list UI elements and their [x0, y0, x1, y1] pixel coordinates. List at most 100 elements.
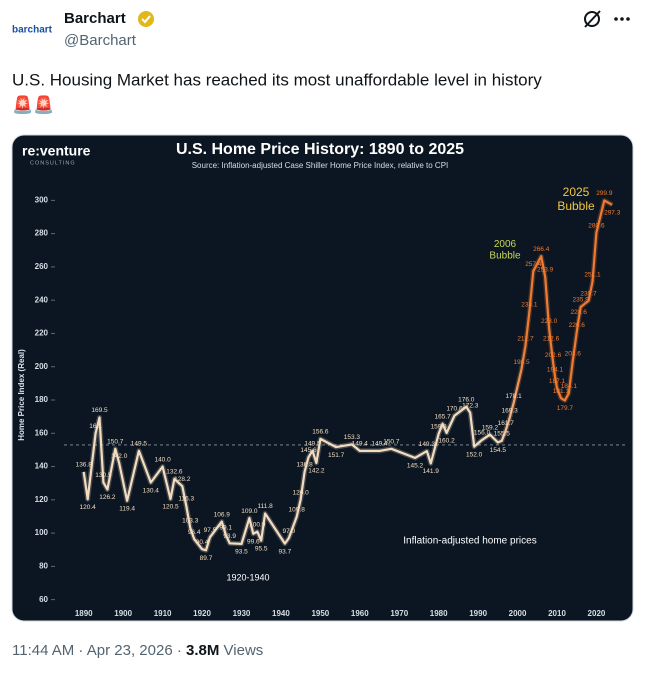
timestamp: 11:44 AM · Apr 23, 2026 · [12, 642, 182, 659]
value-label: 161.7 [498, 420, 515, 427]
value-label: 106.9 [214, 511, 231, 518]
value-label: 156.6 [312, 429, 329, 436]
value-label: 97.5 [204, 527, 217, 534]
value-label: 109.8 [289, 507, 306, 514]
x-tick-label: 1900 [114, 609, 132, 618]
value-label: 149.5 [131, 440, 148, 447]
value-label: 100.9 [249, 521, 266, 528]
value-label: 149.4 [352, 441, 369, 448]
value-label: 126.2 [99, 494, 116, 501]
value-label: 140.0 [154, 456, 171, 463]
value-label: 203.6 [565, 350, 582, 357]
value-label: 95.5 [255, 545, 268, 552]
value-label: 170.6 [446, 405, 463, 412]
value-label: 169.5 [91, 407, 108, 414]
value-label: 153.3 [344, 434, 361, 441]
x-tick-label: 1990 [469, 609, 487, 618]
y-tick-label: 100 [35, 528, 49, 537]
more-icon[interactable] [614, 17, 630, 21]
value-label: 145.6 [300, 447, 317, 454]
value-label: 266.4 [533, 246, 550, 253]
y-tick-label: 260 [35, 262, 49, 271]
value-label: 160. [89, 423, 102, 430]
annotation: 2006 Bubble [489, 239, 521, 262]
value-label: 111.8 [257, 503, 273, 510]
image-border [11, 134, 634, 622]
value-label: 120.4 [80, 504, 97, 511]
value-label: 99.1 [219, 524, 232, 531]
post-emoji: 🚨🚨 [12, 94, 54, 114]
y-tick-label: 240 [35, 295, 49, 304]
value-label: 89.7 [200, 555, 213, 562]
value-label: 93.5 [235, 549, 248, 556]
annotation: 1920-1940 [226, 572, 269, 582]
value-label: 109.0 [241, 508, 258, 515]
value-label: 142.2 [308, 468, 325, 475]
chart-background [12, 135, 633, 621]
value-label: 156.0 [474, 430, 491, 437]
value-label: 187.1 [549, 378, 566, 385]
avatar[interactable] [10, 8, 54, 52]
y-tick-label: 180 [35, 395, 49, 404]
value-label: 280.6 [588, 222, 605, 229]
value-label: 257.4 [525, 261, 542, 268]
y-tick-label: 120 [35, 495, 49, 504]
verified-badge [138, 11, 154, 27]
post-text: U.S. Housing Market has reached its most… [12, 70, 542, 89]
author-handle[interactable]: @Barchart [64, 32, 137, 49]
value-label: 119.4 [119, 506, 135, 513]
value-label: 159.8 [431, 423, 448, 430]
x-tick-label: 2020 [588, 609, 606, 618]
views-label: Views [224, 642, 264, 659]
y-tick-label: 140 [35, 462, 49, 471]
value-label: 223.0 [541, 318, 558, 325]
value-label: 220.6 [569, 322, 586, 329]
grok-icon[interactable] [584, 10, 601, 28]
value-label: 151.7 [328, 452, 345, 459]
value-label: 130.4 [143, 487, 160, 494]
value-label: 172.3 [462, 403, 479, 410]
views-count: 3.8M [186, 642, 219, 659]
value-label: 116.3 [178, 496, 194, 503]
value-label: 235.9 [573, 297, 590, 304]
value-label: 198.5 [513, 359, 530, 366]
annotation: 2025 Bubble [557, 185, 595, 213]
value-label: 194.1 [547, 366, 564, 373]
value-label: 132.6 [166, 469, 183, 476]
x-tick-label: 1930 [233, 609, 251, 618]
y-tick-label: 280 [35, 229, 49, 238]
x-tick-label: 1950 [311, 609, 329, 618]
value-label: 169.3 [502, 408, 519, 415]
value-label: 145.2 [407, 463, 424, 470]
value-label: 120.5 [162, 504, 179, 511]
value-label: 297.3 [604, 210, 621, 217]
y-tick-label: 160 [35, 428, 49, 437]
y-tick-label: 300 [35, 195, 49, 204]
value-label: 130.5 [95, 472, 112, 479]
x-tick-label: 1890 [75, 609, 93, 618]
value-label: 165.7 [434, 414, 451, 421]
author-name[interactable]: Barchart [64, 10, 126, 27]
x-tick-label: 1970 [390, 609, 408, 618]
value-label: 128.2 [174, 476, 191, 483]
value-label: 150.7 [107, 438, 124, 445]
value-label: 154.5 [490, 447, 507, 454]
value-label: 149.4 [371, 441, 388, 448]
value-label: 212.7 [517, 335, 534, 342]
value-label: 99.6 [247, 539, 260, 546]
logo-sub: CONSULTING [30, 160, 76, 166]
price-line [82, 199, 613, 552]
value-label: 159.2 [482, 424, 499, 431]
y-tick-label: 200 [35, 362, 49, 371]
logo: re:venture [22, 143, 91, 159]
value-label: 120.0 [293, 490, 310, 497]
value-label: 228.6 [571, 309, 588, 316]
value-label: 149.3 [419, 441, 436, 448]
chart-subtitle: Source: Inflation-adjusted Case Shiller … [192, 161, 449, 170]
value-label: 160.2 [438, 438, 455, 445]
value-label: 152.0 [466, 451, 483, 458]
x-tick-label: 1980 [430, 609, 448, 618]
value-label: 141.9 [423, 468, 440, 475]
